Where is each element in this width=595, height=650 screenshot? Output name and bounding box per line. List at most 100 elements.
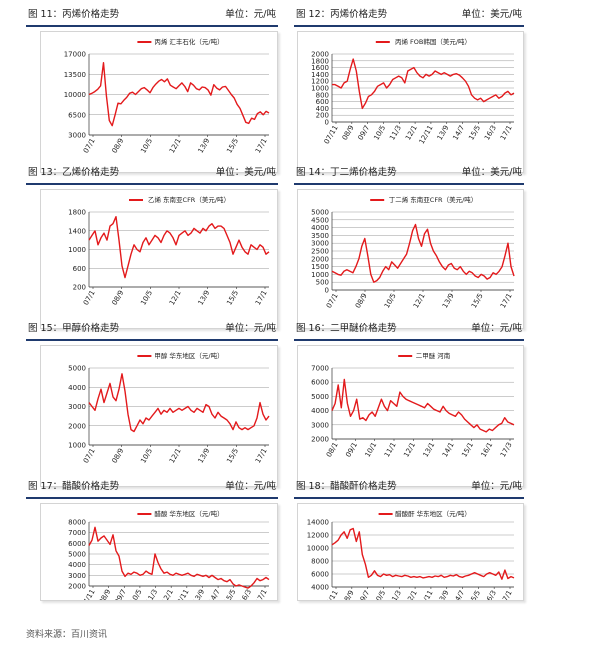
header-rule	[26, 497, 278, 499]
header-rule	[294, 339, 524, 341]
figure-header-14: 图 14：丁二烯价格走势 单位：美元/吨	[294, 164, 524, 182]
x-tick-label: 07/1	[82, 289, 97, 307]
y-tick-label: 8000	[68, 519, 86, 527]
source-note: 资料来源：百川资讯	[26, 630, 108, 640]
x-tick-label: 11/3	[388, 589, 403, 600]
figure-title: 图 12：丙烯价格走势	[296, 9, 388, 20]
x-tick-label: 16/3	[483, 124, 498, 142]
y-tick-label: 5000	[68, 365, 86, 373]
y-tick-label: 7000	[68, 529, 86, 537]
legend-label: 醋酸酐 华东地区（元/吨）	[395, 509, 471, 518]
y-tick-label: 2000	[311, 51, 329, 59]
x-tick-label: 08/9	[354, 292, 369, 310]
x-tick-label: 12/11	[174, 588, 191, 600]
figure-title: 图 18：醋酸酐价格走势	[296, 481, 397, 492]
x-tick-label: 08/1	[325, 441, 340, 459]
legend: 丙烯 汇丰石化（元/吨）	[137, 37, 224, 46]
y-tick-label: 4000	[68, 384, 86, 392]
series-line	[88, 373, 270, 433]
x-tick-label: 13/9	[191, 588, 206, 600]
legend: 丙烯 FOB韩国（美元/吨）	[375, 37, 471, 46]
x-tick-label: 12/11	[418, 589, 435, 600]
figure-header-15: 图 15：甲醇价格走势 单位：元/吨	[26, 320, 278, 338]
chart-panel-propylene-fob-korea: 丙烯 FOB韩国（美元/吨） 0 200 400 600 800 1000 1200 1400 1…	[297, 31, 524, 173]
legend: 甲醇 华东地区（元/吨）	[137, 351, 224, 360]
y-tick-label: 1000	[68, 442, 86, 450]
x-tick-label: 10/5	[139, 137, 154, 155]
y-tick-label: 4000	[311, 224, 329, 232]
y-tick-label: 2000	[68, 583, 86, 591]
figure-header-16: 图 16：二甲醚价格走势 单位：元/吨	[294, 320, 524, 338]
x-tick-label: 13/9	[197, 137, 212, 155]
x-tick-label: 17/1	[499, 589, 514, 600]
legend-label: 醋酸 华东地区（元/吨）	[154, 509, 223, 518]
x-tick-label: 07/1	[325, 292, 340, 310]
x-tick-label: 12/1	[168, 447, 183, 465]
legend: 乙烯 东南亚CFR（美元/吨）	[129, 195, 230, 204]
y-tick-label: 1800	[311, 57, 329, 65]
y-tick-label: 3000	[311, 421, 329, 429]
y-tick-label: 6000	[311, 379, 329, 387]
unit-label: 单位：元/吨	[471, 323, 522, 334]
y-tick-label: 3500	[311, 232, 329, 240]
series-line	[88, 216, 270, 279]
x-tick-label: 17/1	[254, 588, 269, 600]
line-chart-svg: 乙烯 东南亚CFR（美元/吨） 200 600 1000 1400 1800 07/1 08/…	[68, 195, 270, 307]
x-tick-label: 13/9	[436, 589, 451, 600]
legend: 醋酸酐 华东地区（元/吨）	[378, 509, 471, 518]
unit-label: 单位：美元/吨	[461, 167, 522, 178]
x-tick-label: 12/1	[160, 588, 175, 600]
line-chart-svg: 醋酸 华东地区（元/吨） 2000 3000 4000 5000 6000 7000 8000…	[68, 509, 270, 600]
x-tick-label: 15/5	[225, 447, 240, 465]
x-tick-label: 12/1	[402, 441, 417, 459]
unit-label: 单位：元/吨	[225, 481, 276, 492]
x-tick-label: 09/1	[344, 441, 359, 459]
x-tick-label: 17/1	[499, 292, 514, 310]
x-tick-label: 08/9	[341, 589, 356, 600]
x-tick-label: 14/1	[441, 441, 456, 459]
y-tick-label: 1000	[311, 85, 329, 93]
y-tick-label: 6000	[68, 540, 86, 548]
series-line	[331, 527, 515, 580]
figure-header-13: 图 13：乙烯价格走势 单位：美元/吨	[26, 164, 278, 182]
x-tick-label: 17/1	[499, 124, 514, 142]
figure-header-12: 图 12：丙烯价格走势 单位：美元/吨	[294, 6, 524, 24]
y-tick-label: 5000	[311, 393, 329, 401]
series-line	[331, 223, 515, 283]
y-tick-label: 1800	[68, 209, 86, 217]
x-tick-label: 15/1	[460, 441, 475, 459]
x-tick-label: 10/1	[364, 441, 379, 459]
y-tick-label: 1500	[311, 263, 329, 271]
y-tick-label: 1600	[311, 64, 329, 72]
header-rule	[294, 25, 524, 27]
x-tick-label: 12/1	[412, 292, 427, 310]
header-rule	[26, 25, 278, 27]
x-tick-label: 15/5	[467, 589, 482, 600]
legend-label: 二甲醚 河南	[416, 351, 451, 360]
y-tick-label: 1000	[68, 246, 86, 254]
y-tick-label: 6500	[68, 111, 86, 119]
legend-label: 丙烯 FOB韩国（美元/吨）	[395, 37, 471, 46]
chart-panel-propylene-huifeng: 丙烯 汇丰石化（元/吨） 3000 6500 10000 13500 17000 07/1 0…	[40, 31, 278, 173]
x-tick-label: 13/1	[422, 441, 437, 459]
x-tick-label: 12/1	[168, 137, 183, 155]
y-tick-label: 8000	[311, 558, 329, 566]
x-tick-label: 11/3	[388, 124, 403, 142]
x-tick-label: 14/7	[451, 589, 466, 600]
chart-panel-ethylene-cfr: 乙烯 东南亚CFR（美元/吨） 200 600 1000 1400 1800 07/1 08/…	[40, 189, 278, 329]
y-tick-label: 2500	[311, 248, 329, 256]
x-tick-label: 14/7	[451, 124, 466, 142]
y-tick-label: 3000	[68, 403, 86, 411]
x-tick-label: 12/11	[418, 124, 435, 145]
figure-title: 图 14：丁二烯价格走势	[296, 167, 397, 178]
series-line	[332, 58, 515, 110]
legend-label: 甲醇 华东地区（元/吨）	[154, 351, 223, 360]
chart-panel-dme-henan: 二甲醚 河南 2000 3000 4000 5000 6000 7000 08/1 09/1 10…	[297, 345, 524, 487]
x-tick-label: 11/3	[144, 588, 159, 600]
y-tick-label: 3000	[311, 240, 329, 248]
figure-title: 图 13：乙烯价格走势	[28, 167, 120, 178]
x-tick-label: 10/5	[372, 124, 387, 142]
y-tick-label: 4000	[311, 584, 329, 592]
x-tick-label: 13/9	[436, 124, 451, 142]
y-tick-label: 5000	[68, 551, 86, 559]
